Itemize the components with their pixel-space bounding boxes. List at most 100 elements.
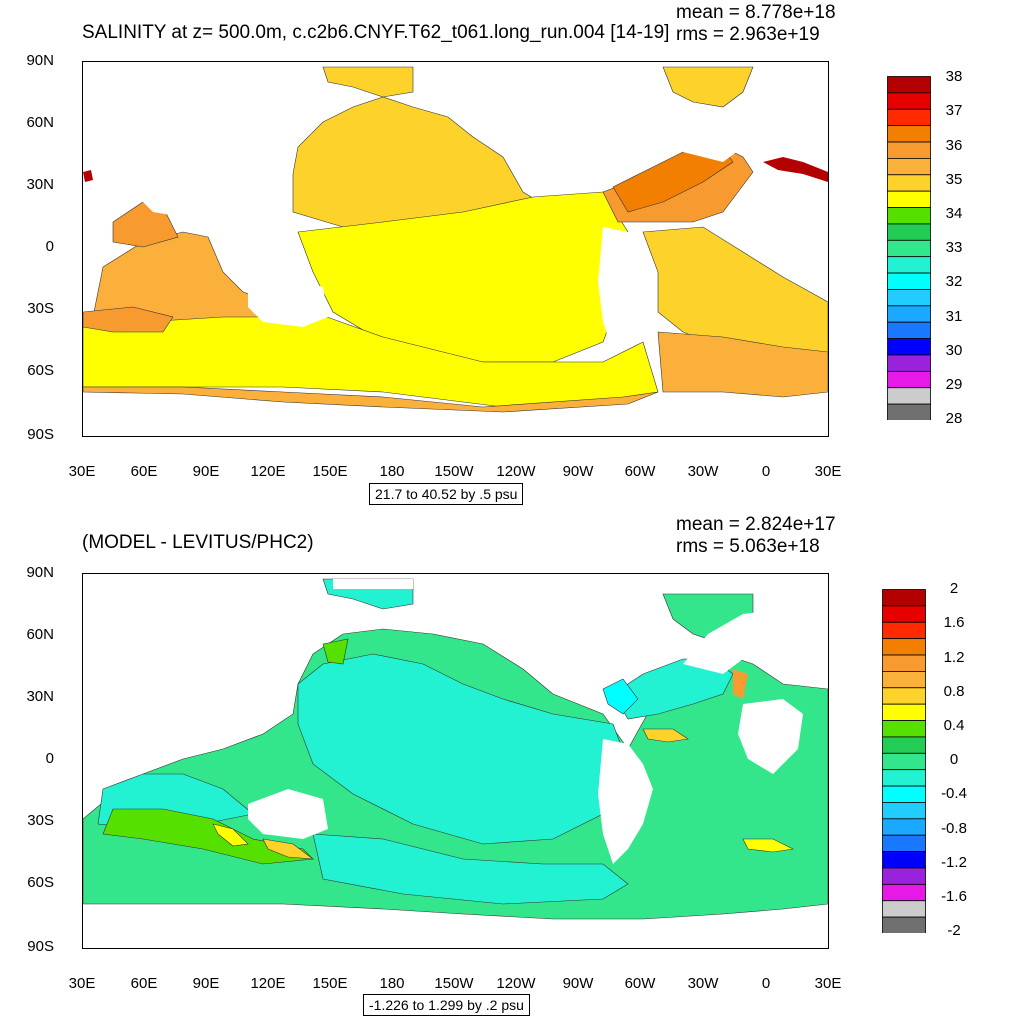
colorbar-swatch — [882, 621, 926, 640]
colorbar-label: 33 — [945, 239, 963, 256]
x-tick: 90W — [562, 463, 594, 480]
colorbar-swatch — [887, 272, 931, 290]
x-tick: 150W — [434, 975, 474, 992]
colorbar-swatch — [887, 92, 931, 110]
colorbar-label: 30 — [945, 342, 963, 359]
x-tick: 90E — [192, 975, 220, 992]
colorbar-swatch — [882, 802, 926, 820]
colorbar-swatches — [887, 76, 931, 421]
colorbar-swatch — [887, 321, 931, 339]
colorbar-swatches — [882, 589, 926, 934]
x-tick: 120W — [496, 975, 536, 992]
colorbar-label: -2 — [947, 922, 961, 939]
colorbar-swatch — [882, 900, 926, 918]
colorbar-swatch — [887, 125, 931, 143]
x-tick: 120W — [496, 463, 536, 480]
colorbar-swatch — [882, 720, 926, 738]
land-masks — [123, 579, 803, 864]
land-masks — [123, 97, 803, 352]
x-tick: 150W — [434, 463, 474, 480]
x-tick: 120E — [250, 975, 286, 992]
y-tick-30n: 30N — [26, 176, 54, 193]
y-tick-60n: 60N — [26, 114, 54, 131]
x-tick: 60E — [130, 975, 158, 992]
colorbar-swatch — [882, 818, 926, 836]
colorbar-swatch — [887, 190, 931, 208]
colorbar-label: -1.2 — [941, 854, 967, 871]
colorbar-swatch — [887, 289, 931, 307]
y-tick-60s: 60S — [27, 362, 54, 379]
colorbar-label: 32 — [945, 273, 963, 290]
colorbar-swatch — [887, 256, 931, 274]
x-tick: 60E — [130, 463, 158, 480]
colorbar-label: 28 — [945, 410, 963, 427]
x-tick: 180 — [379, 463, 405, 480]
colorbar-swatch — [882, 736, 926, 754]
colorbar-label: 35 — [945, 171, 963, 188]
contour-range-label: -1.226 to 1.299 by .2 psu — [363, 994, 530, 1016]
colorbar-label: 38 — [945, 68, 963, 85]
colorbar-label: 29 — [945, 376, 963, 393]
colorbar-swatch — [882, 883, 926, 902]
colorbar-swatch — [887, 108, 931, 127]
colorbar-swatch — [882, 687, 926, 705]
colorbar-swatch — [887, 76, 931, 94]
colorbar-swatch — [882, 834, 926, 852]
y-tick-30n: 30N — [26, 688, 54, 705]
colorbar-swatch — [882, 638, 926, 656]
colorbar-swatch — [882, 654, 926, 672]
rms-stat: rms = 5.063e+18 — [676, 536, 820, 557]
colorbar-swatch — [887, 403, 931, 421]
colorbar-label: 36 — [945, 137, 963, 154]
x-tick: 90W — [562, 975, 594, 992]
ocean-fields — [83, 578, 828, 920]
colorbar-swatch — [887, 338, 931, 356]
x-tick: 90E — [192, 463, 220, 480]
colorbar-label: -0.8 — [941, 820, 967, 837]
x-tick: 30E — [814, 463, 842, 480]
y-tick-90n: 90N — [26, 52, 54, 69]
colorbar-label: 37 — [945, 102, 963, 119]
colorbar-swatch — [887, 174, 931, 192]
rms-stat: rms = 2.963e+19 — [676, 24, 820, 45]
contour-range-label: 21.7 to 40.52 by .5 psu — [369, 483, 524, 505]
colorbar-swatch — [882, 785, 926, 803]
y-tick-60s: 60S — [27, 874, 54, 891]
colorbar-swatch — [882, 769, 926, 787]
colorbar-label: -1.6 — [941, 888, 967, 905]
colorbar-swatch — [882, 605, 926, 623]
x-tick: 0 — [761, 463, 771, 480]
x-tick: 60W — [624, 463, 656, 480]
y-tick-90s: 90S — [27, 426, 54, 443]
colorbar-swatch — [882, 671, 926, 689]
colorbar-swatch — [882, 851, 926, 869]
mean-stat: mean = 2.824e+17 — [676, 514, 836, 535]
colorbar-label: 0.4 — [943, 717, 965, 734]
panel-title: (MODEL - LEVITUS/PHC2) — [82, 532, 314, 553]
y-tick-30s: 30S — [27, 812, 54, 829]
map-canvas — [83, 578, 828, 920]
difference-panel: (MODEL - LEVITUS/PHC2) mean = 2.824e+17 … — [0, 512, 1024, 1024]
x-tick: 30W — [687, 975, 719, 992]
colorbar-swatch — [882, 589, 926, 607]
colorbar-label: 1.2 — [943, 649, 965, 666]
y-tick-0: 0 — [45, 238, 54, 255]
colorbar-swatch — [887, 141, 931, 159]
y-tick-90n: 90N — [26, 564, 54, 581]
colorbar-label: 34 — [945, 205, 963, 222]
x-tick: 120E — [250, 463, 286, 480]
colorbar-label: 1.6 — [943, 614, 965, 631]
y-tick-0: 0 — [45, 750, 54, 767]
colorbar-label: 0 — [949, 751, 959, 768]
y-tick-90s: 90S — [27, 938, 54, 955]
x-tick: 30E — [68, 975, 96, 992]
colorbar-swatch — [887, 387, 931, 405]
colorbar-swatch — [882, 703, 926, 721]
y-tick-60n: 60N — [26, 626, 54, 643]
colorbar-swatch — [887, 207, 931, 225]
x-tick: 30W — [687, 463, 719, 480]
x-tick: 150E — [312, 975, 348, 992]
x-tick: 150E — [312, 463, 348, 480]
colorbar-swatch — [882, 916, 926, 934]
x-tick: 0 — [761, 975, 771, 992]
